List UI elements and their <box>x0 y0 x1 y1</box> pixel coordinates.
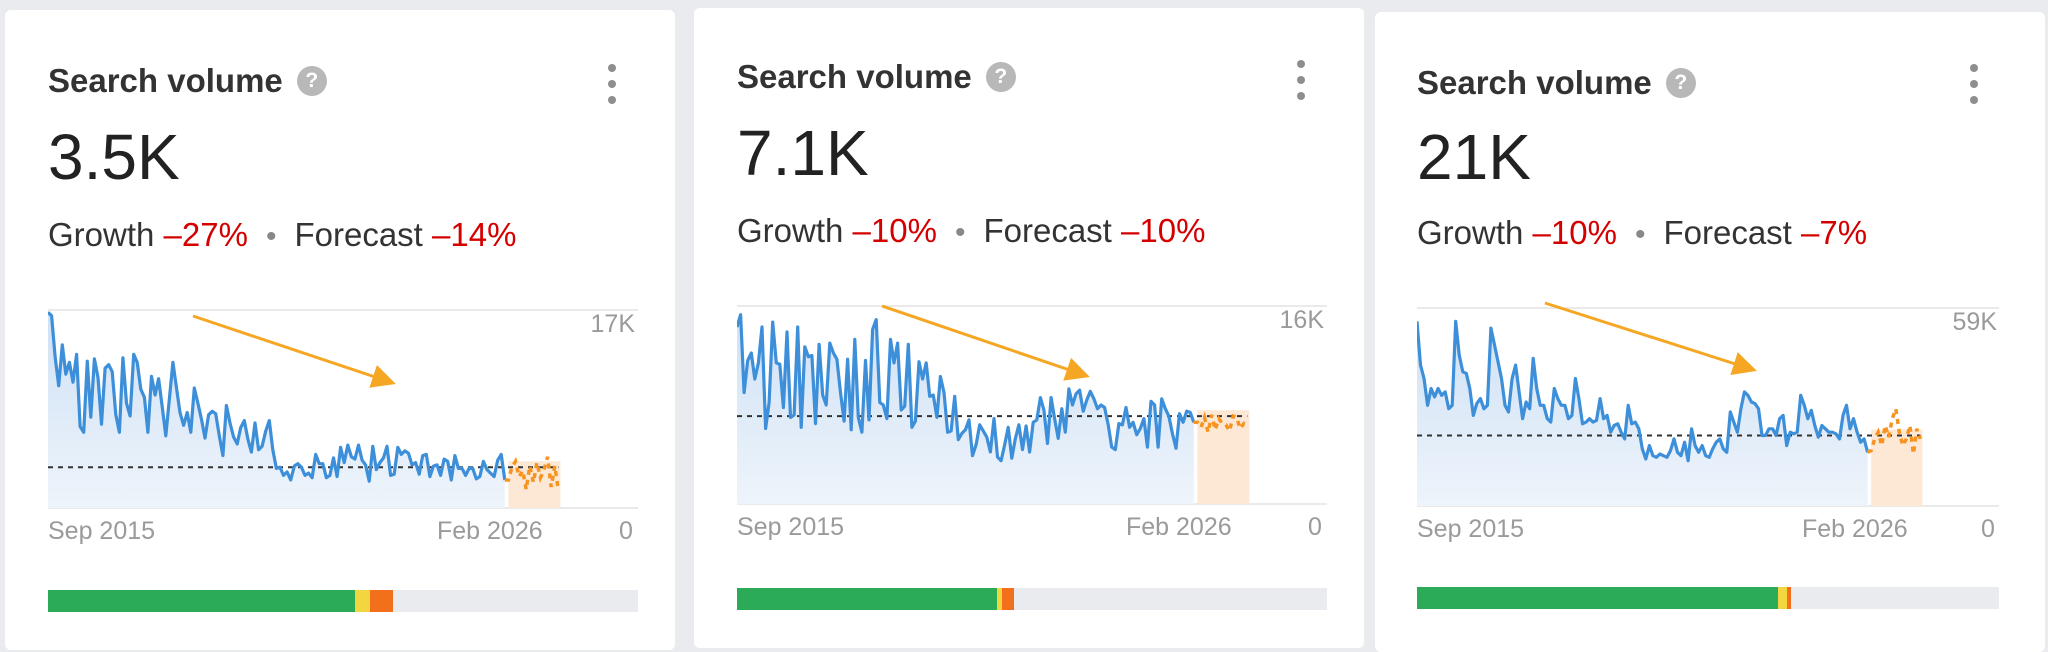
card-title-text: Search volume <box>737 58 972 95</box>
search-volume-card-2: Search volume ? 7.1K Growth –10% • Forecas… <box>694 8 1364 648</box>
history-line <box>1417 319 1870 463</box>
help-icon[interactable]: ? <box>1665 68 1696 98</box>
growth-value: –27% <box>163 216 248 253</box>
growth-label: Growth <box>737 212 844 249</box>
search-volume-card-3: Search volume ? 21K Growth –10% • Forecast… <box>1375 12 2045 652</box>
y-axis-max-label: 59K <box>1952 308 1997 336</box>
trend-arrow <box>1544 301 1757 376</box>
card-title: Search volume ? <box>1417 64 1696 102</box>
intent-distribution-bar <box>48 590 638 612</box>
search-volume-card-1: Search volume ? 3.5K Growth –27% • Forecas… <box>5 10 675 650</box>
card-title-text: Search volume <box>1417 64 1652 101</box>
intent-distribution-bar <box>737 588 1327 610</box>
intent-segment-orange <box>1002 588 1015 610</box>
y-axis-zero-label: 0 <box>1308 513 1322 541</box>
help-icon[interactable]: ? <box>985 62 1016 92</box>
search-volume-value: 3.5K <box>48 121 180 193</box>
growth-value: –10% <box>1532 214 1617 251</box>
search-volume-chart[interactable] <box>737 296 1327 506</box>
more-options-icon[interactable] <box>1286 60 1316 100</box>
more-options-icon[interactable] <box>1959 64 1989 104</box>
intent-segment-yellow <box>1777 587 1787 609</box>
y-axis-max-label: 17K <box>590 310 635 338</box>
forecast-label: Forecast <box>1663 214 1792 251</box>
history-area <box>737 314 1194 504</box>
intent-segment-green <box>1417 587 1778 609</box>
more-options-icon[interactable] <box>597 64 627 104</box>
separator-dot: • <box>1634 218 1646 251</box>
growth-label: Growth <box>1417 214 1524 251</box>
growth-forecast-row: Growth –10% • Forecast –7% <box>1417 214 1867 252</box>
date-end-label: Feb 2026 <box>1126 513 1232 541</box>
history-area <box>48 312 505 508</box>
forecast-line <box>1193 411 1249 437</box>
date-end-label: Feb 2026 <box>437 517 543 545</box>
history-area <box>1417 321 1868 506</box>
card-title-text: Search volume <box>48 62 283 99</box>
intent-segment-yellow <box>354 590 370 612</box>
card-title: Search volume ? <box>737 58 1016 96</box>
forecast-label: Forecast <box>294 216 423 253</box>
intent-segment-green <box>737 588 997 610</box>
history-line <box>737 313 1196 463</box>
growth-forecast-row: Growth –27% • Forecast –14% <box>48 216 516 254</box>
intent-segment-orange <box>1786 587 1792 609</box>
forecast-line <box>1866 408 1923 455</box>
date-start-label: Sep 2015 <box>1417 515 1525 543</box>
forecast-label: Forecast <box>983 212 1112 249</box>
intent-distribution-bar <box>1417 587 1999 609</box>
date-start-label: Sep 2015 <box>48 517 156 545</box>
search-volume-value: 21K <box>1417 121 1531 193</box>
forecast-line <box>504 456 561 491</box>
intent-segment-yellow <box>996 588 1003 610</box>
separator-dot: • <box>265 220 277 253</box>
help-icon[interactable]: ? <box>296 66 327 96</box>
search-volume-chart[interactable] <box>48 300 638 510</box>
forecast-value: –7% <box>1801 214 1868 251</box>
growth-value: –10% <box>852 212 937 249</box>
growth-forecast-row: Growth –10% • Forecast –10% <box>737 212 1205 250</box>
intent-segment-orange <box>369 590 394 612</box>
history-line <box>48 311 507 483</box>
trend-arrow <box>881 304 1090 381</box>
date-start-label: Sep 2015 <box>737 513 845 541</box>
intent-segment-green <box>48 590 355 612</box>
y-axis-zero-label: 0 <box>1981 515 1995 543</box>
search-volume-chart[interactable] <box>1417 298 1999 508</box>
forecast-value: –10% <box>1121 212 1206 249</box>
y-axis-max-label: 16K <box>1279 306 1324 334</box>
y-axis-zero-label: 0 <box>619 517 633 545</box>
trend-arrow <box>192 314 396 388</box>
growth-label: Growth <box>48 216 155 253</box>
search-volume-value: 7.1K <box>737 117 869 189</box>
forecast-value: –14% <box>432 216 517 253</box>
separator-dot: • <box>954 216 966 249</box>
date-end-label: Feb 2026 <box>1802 515 1908 543</box>
card-title: Search volume ? <box>48 62 327 100</box>
